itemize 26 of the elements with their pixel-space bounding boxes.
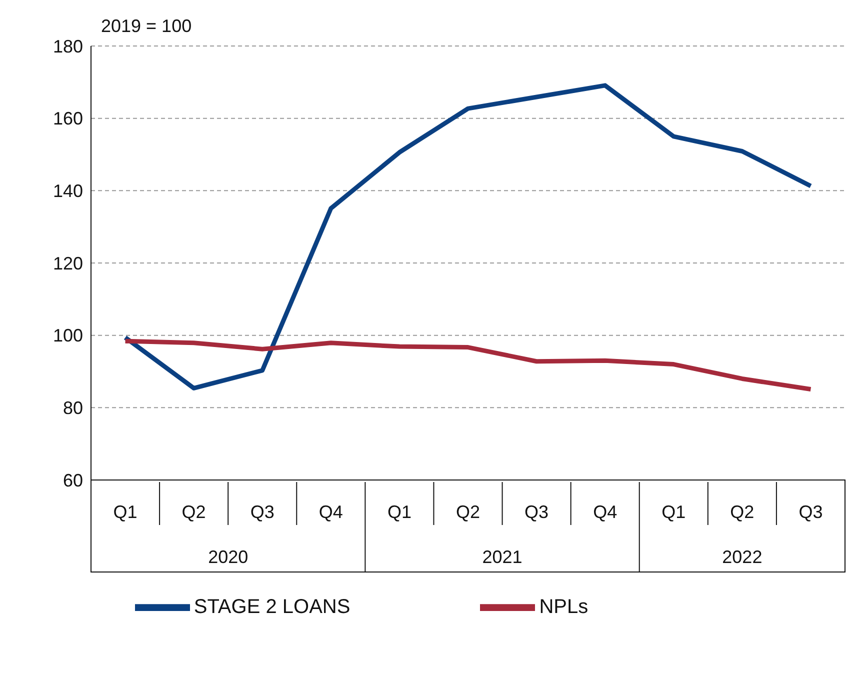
- x-tick-label: Q1: [387, 502, 412, 522]
- line-series: [123, 338, 813, 392]
- y-tick-label: 160: [52, 108, 83, 129]
- x-tick-label: Q2: [182, 502, 206, 522]
- x-tick-label: Q4: [318, 502, 343, 522]
- text: 2022: [722, 547, 762, 567]
- y-tick-label: 100: [52, 326, 83, 346]
- y-tick-label: 60: [62, 470, 83, 490]
- y-tick-label: 180: [52, 36, 83, 56]
- line-series: [123, 83, 813, 390]
- x-tick-label: Q3: [250, 502, 274, 522]
- x-tick-label: Q3: [524, 502, 549, 522]
- y-tick-label: 120: [52, 253, 83, 274]
- x-tick-label: Q4: [593, 502, 618, 522]
- y-tick-label: 80: [62, 398, 83, 418]
- x-tick-label: Q2: [730, 502, 754, 522]
- x-tick-label: Q1: [113, 502, 138, 522]
- text: 2021: [482, 547, 522, 567]
- x-tick-label: Q3: [798, 502, 823, 522]
- x-tick-label: Q1: [662, 502, 686, 522]
- y-tick-label: 140: [52, 181, 83, 202]
- y-axis-title: 2019 = 100: [101, 16, 192, 36]
- legend-label: NPLs: [539, 596, 588, 618]
- text: 2020: [208, 547, 248, 567]
- legend-label: STAGE 2 LOANS: [194, 596, 350, 618]
- x-tick-label: Q2: [456, 502, 480, 522]
